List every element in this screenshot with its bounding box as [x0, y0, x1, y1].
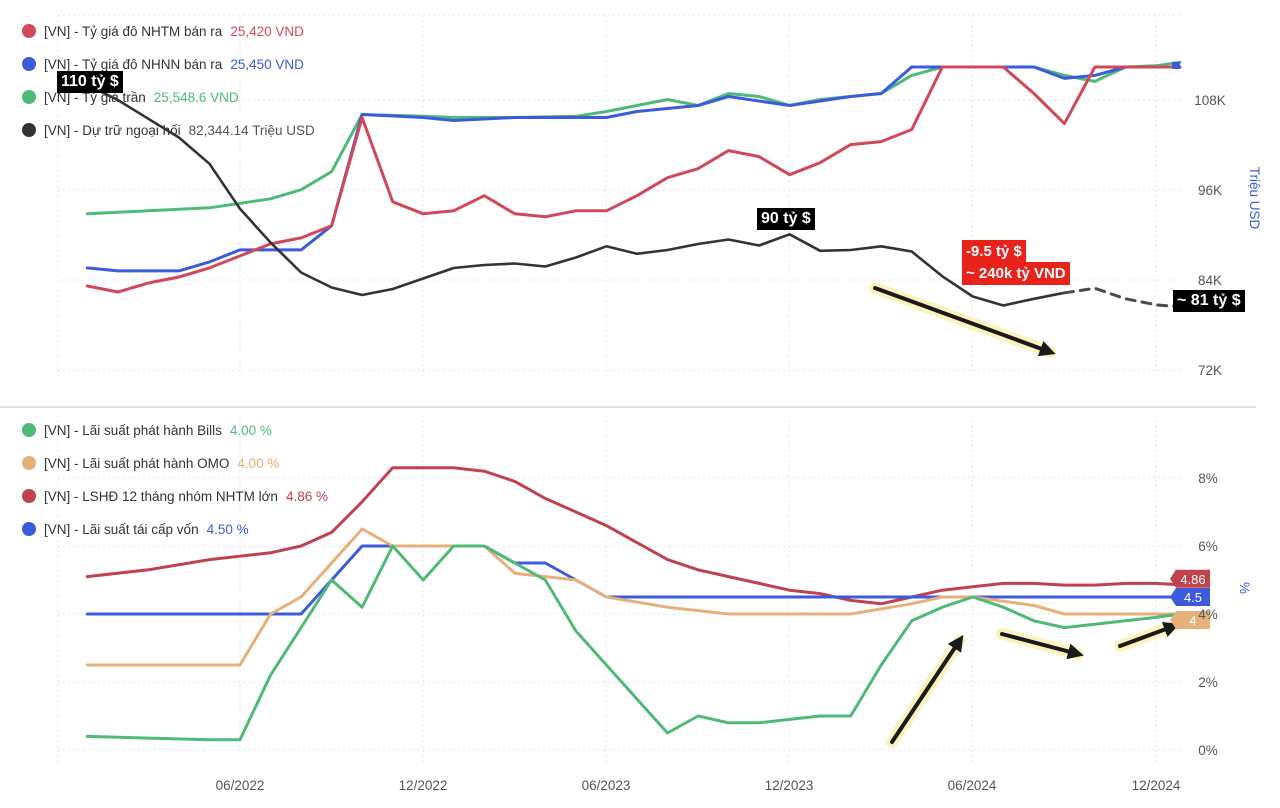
- bottom-legend-item-2[interactable]: [VN] - LSHĐ 12 tháng nhóm NHTM lớn 4.86 %: [22, 487, 328, 520]
- legend-label: [VN] - Tỷ giá trần: [44, 90, 146, 105]
- top-legend-item-2[interactable]: [VN] - Tỷ giá trần 25,548.6 VND: [22, 88, 315, 121]
- bottom-y-tick-3: 2%: [1198, 675, 1218, 690]
- series-line-bottom-3: [85, 544, 1182, 742]
- legend-value: 25,548.6 VND: [153, 90, 239, 105]
- series-line-reserves: [86, 83, 1066, 307]
- legend-value: 25,450 VND: [230, 57, 304, 72]
- legend-dot-icon: [22, 456, 36, 470]
- trend-arrow-2: [1000, 632, 1084, 660]
- trend-arrow-0: [873, 286, 1056, 357]
- end-marker-rate: [1172, 62, 1180, 69]
- callout-110: 110 tỷ $: [57, 71, 123, 93]
- legend-label: [VN] - Dự trữ ngoại hối: [44, 123, 181, 138]
- legend-dot-icon: [22, 57, 36, 71]
- end-label-bg-2: [1170, 611, 1210, 629]
- callout-90: 90 tỷ $: [757, 208, 815, 230]
- top-y-tick-1: 96K: [1198, 183, 1222, 198]
- legend-label: [VN] - Tỷ giá đô NHNN bán ra: [44, 57, 223, 72]
- series-line-bottom-0: [85, 466, 1182, 606]
- top-y-tick-3: 72K: [1198, 363, 1222, 378]
- top-panel-legend: [VN] - Tỷ giá đô NHTM bán ra 25,420 VND [V…: [22, 22, 315, 154]
- end-label-bg-1: [1170, 588, 1210, 606]
- x-tick-2: 06/2023: [582, 778, 631, 793]
- legend-label: [VN] - Lãi suất phát hành OMO: [44, 456, 230, 471]
- top-y-tick-0: 108K: [1194, 93, 1226, 108]
- bottom-y-tick-1: 6%: [1198, 539, 1218, 554]
- trend-arrow-1: [890, 635, 964, 744]
- legend-value: 4.00 %: [237, 456, 280, 471]
- bottom-y-tick-2: 4%: [1198, 607, 1218, 622]
- legend-label: [VN] - LSHĐ 12 tháng nhóm NHTM lớn: [44, 489, 278, 504]
- top-y-axis-label: Triệu USD: [1247, 167, 1262, 230]
- top-y-tick-2: 84K: [1198, 273, 1222, 288]
- end-label-0: 4.86: [1180, 572, 1205, 587]
- end-label-1: 4.5: [1184, 590, 1202, 605]
- legend-value: 4.86 %: [285, 489, 328, 504]
- legend-value: 4.00 %: [229, 423, 272, 438]
- trend-arrow-3: [1118, 621, 1180, 648]
- legend-dot-icon: [22, 423, 36, 437]
- bottom-y-tick-0: 8%: [1198, 471, 1218, 486]
- legend-dot-icon: [22, 489, 36, 503]
- x-tick-0: 06/2022: [216, 778, 265, 793]
- callout-81: ~ 81 tỷ $: [1173, 290, 1245, 312]
- bottom-legend-item-3[interactable]: [VN] - Lãi suất tái cấp vốn 4.50 %: [22, 520, 328, 553]
- legend-dot-icon: [22, 24, 36, 38]
- legend-value: 25,420 VND: [230, 24, 304, 39]
- legend-dot-icon: [22, 522, 36, 536]
- bottom-legend-item-1[interactable]: [VN] - Lãi suất phát hành OMO 4.00 %: [22, 454, 328, 487]
- legend-dot-icon: [22, 90, 36, 104]
- callout-drop: -9.5 tỷ $: [962, 240, 1026, 262]
- series-line-top-2: [85, 65, 1182, 294]
- legend-dot-icon: [22, 123, 36, 137]
- top-legend-item-1[interactable]: [VN] - Tỷ giá đô NHNN bán ra 25,450 VND: [22, 55, 315, 88]
- series-line-reserves-forecast: [1062, 286, 1182, 309]
- end-label-2: 4: [1189, 613, 1196, 628]
- legend-value: 82,344.14 Triệu USD: [188, 123, 315, 138]
- legend-label: [VN] - Lãi suất phát hành Bills: [44, 423, 222, 438]
- bottom-panel-legend: [VN] - Lãi suất phát hành Bills 4.00 % [VN…: [22, 421, 328, 553]
- end-label-bg-0: [1170, 569, 1210, 588]
- x-tick-1: 12/2022: [399, 778, 448, 793]
- legend-value: 4.50 %: [206, 522, 249, 537]
- x-tick-5: 12/2024: [1132, 778, 1181, 793]
- legend-label: [VN] - Tỷ giá đô NHTM bán ra: [44, 24, 223, 39]
- legend-label: [VN] - Lãi suất tái cấp vốn: [44, 522, 199, 537]
- x-tick-4: 06/2024: [948, 778, 997, 793]
- bottom-legend-item-0[interactable]: [VN] - Lãi suất phát hành Bills 4.00 %: [22, 421, 328, 454]
- bottom-y-tick-4: 0%: [1198, 743, 1218, 758]
- top-legend-item-3[interactable]: [VN] - Dự trữ ngoại hối 82,344.14 Triệu U…: [22, 121, 315, 154]
- callout-vnd: ~ 240k tỷ VND: [962, 262, 1070, 285]
- top-legend-item-0[interactable]: [VN] - Tỷ giá đô NHTM bán ra 25,420 VND: [22, 22, 315, 55]
- bottom-y-axis-label: %: [1237, 582, 1252, 594]
- series-line-bottom-2: [85, 527, 1182, 667]
- x-tick-3: 12/2023: [765, 778, 814, 793]
